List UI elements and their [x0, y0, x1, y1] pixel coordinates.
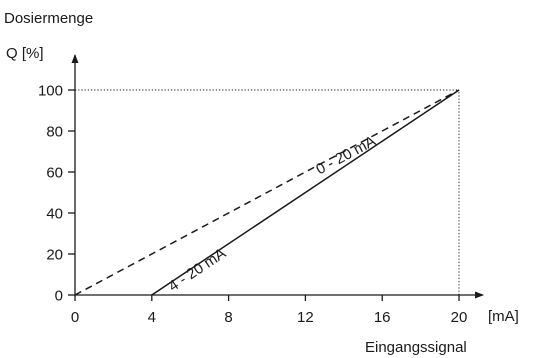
x-tick-label: 8 — [224, 309, 232, 326]
y-tick-label: 100 — [38, 83, 63, 100]
y-ticks: 0 20 40 60 80 100 — [38, 83, 75, 305]
series-label: 4 - 20 mA — [166, 245, 230, 295]
x-tick-label: 20 — [451, 309, 468, 326]
y-axis-label: Q [%] — [6, 45, 44, 62]
reference-lines — [75, 89, 460, 295]
series-line-solid — [151, 89, 460, 296]
x-tick-label: 16 — [374, 309, 391, 326]
chart-title: Dosiermenge — [4, 10, 93, 27]
x-axis-label: Eingangssignal — [365, 339, 467, 356]
x-axis-unit: [mA] — [488, 308, 519, 325]
y-tick-label: 0 — [55, 288, 63, 305]
x-tick-label: 4 — [148, 309, 156, 326]
y-tick-label: 80 — [46, 124, 63, 141]
y-tick-label: 60 — [46, 165, 63, 182]
series-line-dashed — [74, 89, 460, 296]
series-lines — [74, 89, 460, 296]
x-tick-label: 0 — [71, 309, 79, 326]
y-tick-label: 20 — [46, 247, 63, 264]
y-tick-label: 40 — [46, 206, 63, 223]
x-tick-label: 12 — [297, 309, 314, 326]
x-ticks: 0 4 8 12 16 20 — [71, 295, 468, 326]
series-label: 0 - 20 mA — [313, 133, 378, 179]
